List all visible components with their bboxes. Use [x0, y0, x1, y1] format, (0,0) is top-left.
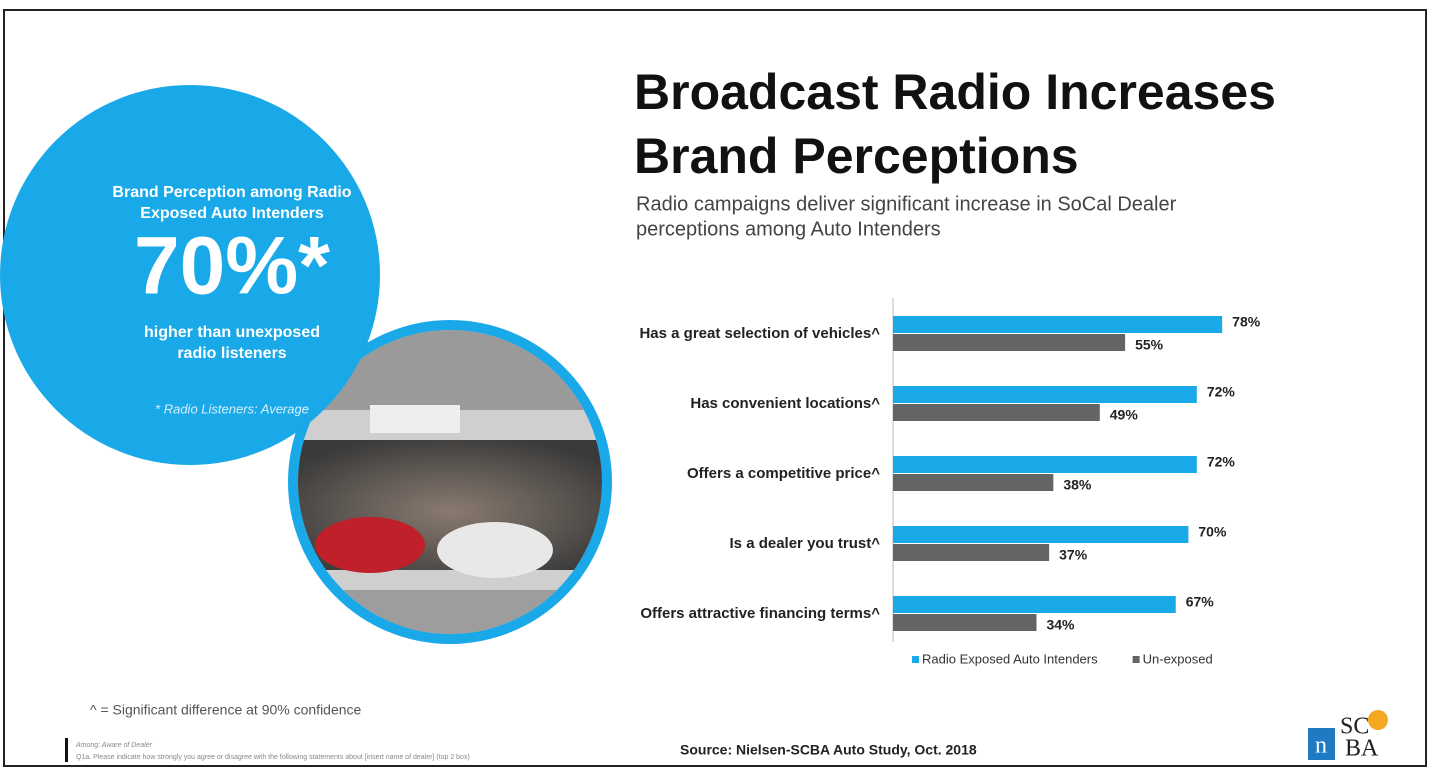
- bar: [893, 544, 1050, 561]
- logo-n: n: [1315, 733, 1327, 759]
- bar: [893, 386, 1197, 403]
- legend-label: Radio Exposed Auto Intenders: [922, 651, 1098, 666]
- value-label: 55%: [1135, 337, 1164, 353]
- title: Broadcast Radio Increases: [634, 64, 1276, 120]
- bar: [893, 474, 1054, 491]
- bar: [893, 316, 1223, 333]
- legend-swatch: [912, 656, 919, 663]
- value-label: 72%: [1207, 454, 1236, 470]
- value-label: 37%: [1059, 547, 1088, 563]
- callout-heading: Brand Perception among Radio: [112, 184, 351, 201]
- subtitle: perceptions among Auto Intenders: [636, 218, 941, 240]
- value-label: 34%: [1046, 617, 1075, 633]
- logo-scba: SC: [1340, 714, 1369, 740]
- callout-number: 70%*: [134, 221, 330, 312]
- logo-sun: [1368, 710, 1388, 730]
- logo-n-box: [1308, 728, 1335, 760]
- callout-heading: Exposed Auto Intenders: [140, 205, 324, 222]
- photo: [298, 330, 602, 634]
- value-label: 72%: [1207, 384, 1236, 400]
- callout-caption: higher than unexposed: [144, 324, 320, 341]
- category-label: Has convenient locations^: [690, 395, 880, 412]
- callout-caption: radio listeners: [177, 345, 286, 362]
- subtitle: Radio campaigns deliver significant incr…: [636, 193, 1177, 215]
- callout-note: * Radio Listeners: Average: [155, 401, 309, 416]
- slide-border: [3, 9, 1427, 767]
- value-label: 49%: [1110, 407, 1139, 423]
- legend-label: Un-exposed: [1143, 651, 1213, 666]
- footer-bar: [65, 738, 68, 762]
- fine-print: Q1a. Please indicate how strongly you ag…: [76, 754, 470, 761]
- source: Source: Nielsen-SCBA Auto Study, Oct. 20…: [680, 742, 977, 758]
- bar: [893, 614, 1037, 631]
- category-label: Offers a competitive price^: [687, 465, 880, 482]
- bar: [893, 596, 1176, 613]
- bar: [893, 334, 1126, 351]
- legend-swatch: [1132, 656, 1140, 663]
- value-label: 70%: [1198, 524, 1227, 540]
- callout-circle: [0, 85, 380, 465]
- value-label: 67%: [1186, 594, 1215, 610]
- title: Brand Perceptions: [634, 128, 1079, 184]
- bar: [893, 526, 1189, 543]
- fine-print: Among: Aware of Dealer: [75, 742, 153, 749]
- value-label: 38%: [1063, 477, 1092, 493]
- bar: [893, 404, 1100, 421]
- category-label: Is a dealer you trust^: [730, 535, 881, 552]
- bar: [893, 456, 1197, 473]
- category-label: Offers attractive financing terms^: [640, 605, 880, 622]
- logo-scba: BA: [1345, 736, 1379, 762]
- value-label: 78%: [1232, 314, 1261, 330]
- significance-note: ^ = Significant difference at 90% confid…: [90, 702, 362, 718]
- category-label: Has a great selection of vehicles^: [639, 325, 880, 342]
